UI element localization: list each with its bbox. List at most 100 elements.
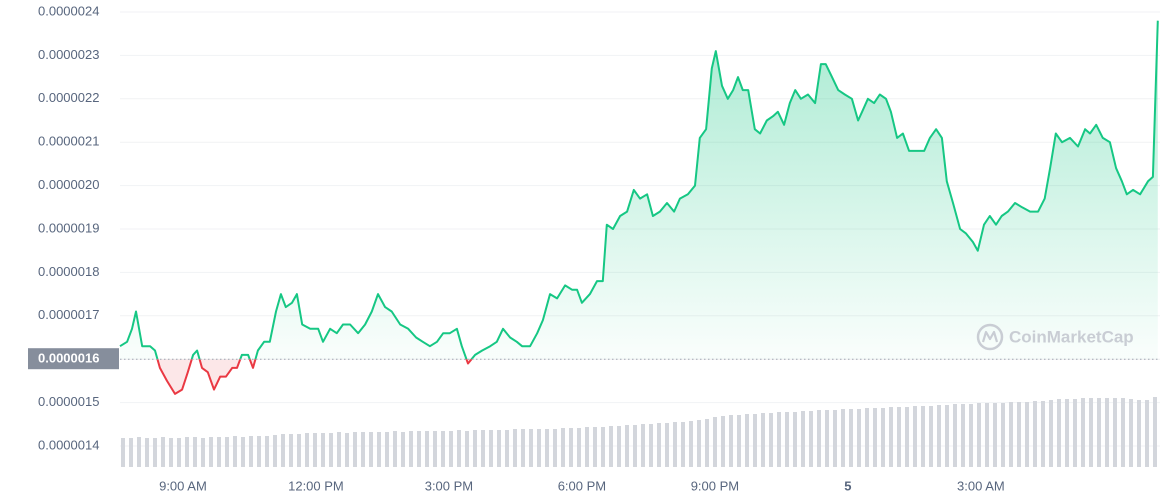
x-tick-label: 9:00 PM xyxy=(691,478,739,493)
volume-bar xyxy=(1121,398,1125,467)
volume-bar xyxy=(121,438,125,467)
volume-bar xyxy=(281,434,285,467)
volume-bar xyxy=(241,437,245,467)
volume-bar xyxy=(201,438,205,467)
volume-bar xyxy=(465,431,469,467)
volume-bar xyxy=(969,404,973,467)
volume-bar xyxy=(353,432,357,467)
volume-bar xyxy=(193,437,197,467)
volume-bar xyxy=(873,408,877,467)
x-tick-label: 3:00 PM xyxy=(425,478,473,493)
volume-bar xyxy=(209,437,213,467)
volume-bar xyxy=(425,431,429,467)
volume-bar xyxy=(793,412,797,467)
volume-bar xyxy=(753,414,757,467)
volume-bar xyxy=(153,438,157,467)
volume-bar xyxy=(993,403,997,467)
volume-bar xyxy=(841,409,845,467)
volume-bar xyxy=(257,436,261,467)
x-tick-label: 9:00 AM xyxy=(159,478,207,493)
y-tick-label: 0.0000021 xyxy=(38,134,99,149)
volume-bar xyxy=(497,430,501,467)
volume-bar xyxy=(185,437,189,467)
volume-bar xyxy=(1033,401,1037,467)
volume-bar xyxy=(385,432,389,467)
volume-bar xyxy=(601,427,605,467)
volume-bar xyxy=(1113,398,1117,467)
volume-bar xyxy=(833,410,837,467)
volume-bar xyxy=(537,429,541,467)
y-tick-label: 0.0000020 xyxy=(38,177,99,192)
volume-bar xyxy=(265,436,269,467)
volume-bar xyxy=(289,434,293,467)
volume-bar xyxy=(697,420,701,467)
volume-bar xyxy=(785,412,789,467)
volume-bar xyxy=(745,414,749,467)
y-tick-label: 0.0000014 xyxy=(38,437,99,452)
volume-bar xyxy=(329,433,333,467)
volume-bar xyxy=(169,438,173,467)
watermark-text: CoinMarketCap xyxy=(1009,327,1134,346)
volume-bar xyxy=(937,405,941,467)
volume-bar xyxy=(609,426,613,467)
volume-bar xyxy=(897,407,901,467)
volume-bar xyxy=(321,433,325,467)
volume-bar xyxy=(1145,400,1149,467)
volume-bar xyxy=(681,422,685,467)
volume-bar xyxy=(737,415,741,467)
x-tick-label: 6:00 PM xyxy=(558,478,606,493)
volume-bar xyxy=(313,433,317,467)
volume-bar xyxy=(457,430,461,467)
volume-bar xyxy=(161,437,165,467)
volume-bar xyxy=(521,429,525,467)
volume-bar xyxy=(729,415,733,467)
baseline-label-box xyxy=(28,348,119,370)
volume-bar xyxy=(593,427,597,467)
volume-bar xyxy=(361,432,365,467)
volume-bar xyxy=(777,412,781,467)
volume-bar xyxy=(929,406,933,467)
volume-bar xyxy=(1001,403,1005,467)
y-tick-label: 0.0000017 xyxy=(38,307,99,322)
volume-bar xyxy=(889,407,893,467)
volume-bar xyxy=(417,431,421,467)
volume-bar xyxy=(393,431,397,467)
volume-bar xyxy=(433,431,437,467)
volume-bar xyxy=(441,431,445,467)
volume-bar xyxy=(1153,397,1157,467)
volume-bar xyxy=(1081,398,1085,467)
x-tick-label: 3:00 AM xyxy=(957,478,1005,493)
volume-bar xyxy=(369,432,373,467)
volume-bar xyxy=(921,406,925,467)
volume-bar xyxy=(633,425,637,467)
volume-bar xyxy=(545,429,549,467)
volume-bar xyxy=(585,427,589,467)
watermark: CoinMarketCap xyxy=(976,323,1134,351)
volume-bar xyxy=(641,424,645,467)
volume-bar xyxy=(721,416,725,467)
volume-bar xyxy=(577,428,581,467)
volume-bar xyxy=(953,404,957,467)
volume-bar xyxy=(881,408,885,467)
volume-bar xyxy=(377,432,381,467)
volume-bar xyxy=(857,409,861,467)
volume-bar xyxy=(1049,400,1053,467)
volume-bar xyxy=(473,430,477,467)
volume-bar xyxy=(1057,399,1061,467)
y-tick-label: 0.0000019 xyxy=(38,220,99,235)
volume-bar xyxy=(809,411,813,467)
volume-bar xyxy=(1089,398,1093,467)
volume-bar xyxy=(905,407,909,467)
volume-bar xyxy=(985,403,989,467)
volume-bar xyxy=(489,430,493,467)
volume-bar xyxy=(1073,399,1077,467)
volume-bar xyxy=(849,409,853,467)
volume-bar xyxy=(705,419,709,467)
volume-bar xyxy=(961,404,965,467)
volume-bar xyxy=(673,422,677,467)
x-tick-label: 5 xyxy=(844,478,851,493)
price-line-up xyxy=(119,20,1159,360)
volume-bar xyxy=(273,435,277,467)
y-tick-label: 0.0000015 xyxy=(38,394,99,409)
